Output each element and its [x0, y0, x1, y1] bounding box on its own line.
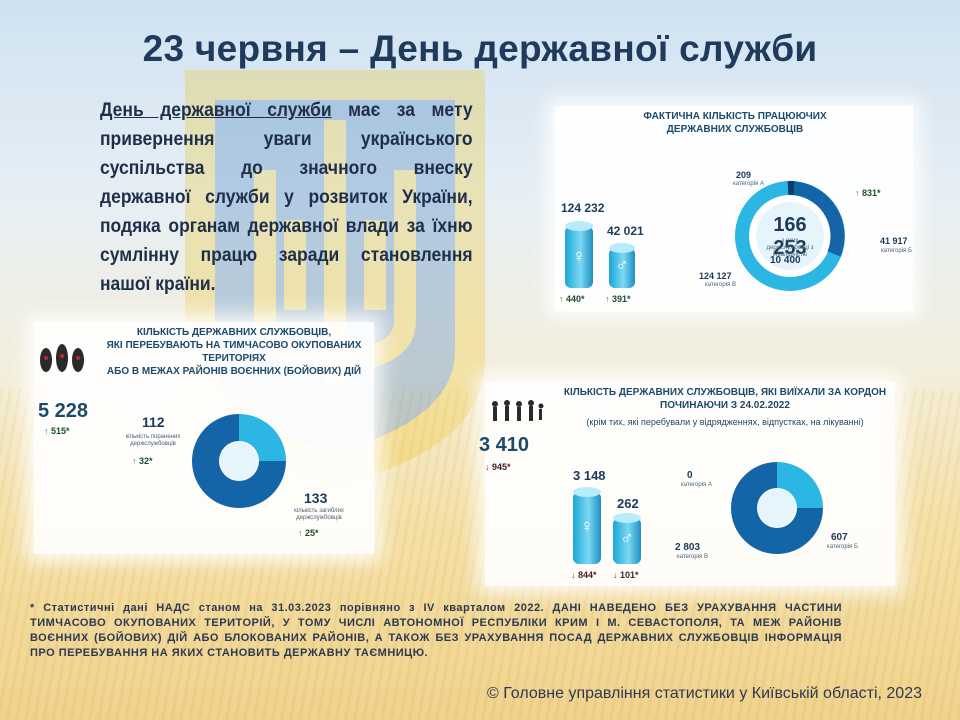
- male-cylinder: ♂: [609, 243, 635, 288]
- actual-category-donut: [735, 180, 845, 291]
- arrow-down-icon: ↓: [613, 570, 621, 580]
- abroad-cat-v-segment: [731, 462, 823, 554]
- intro-text: має за мету привернення уваги українсько…: [100, 100, 473, 295]
- abroad-cat-a-count: 0: [687, 470, 693, 481]
- female-person-icon: ♀: [572, 246, 586, 266]
- abroad-panel: КІЛЬКІСТЬ ДЕРЖАВНИХ СЛУЖБОВЦІВ, ЯКІ ВИЇХ…: [479, 382, 895, 586]
- abroad-cat-v-count: 2 803: [675, 542, 701, 553]
- occupied-donut: [192, 414, 286, 508]
- cat-b-label: категорія Б: [881, 248, 912, 254]
- arrow-up-icon: ↑: [132, 456, 140, 466]
- disabled-count: 10 400: [770, 255, 801, 266]
- killed-count: 133: [304, 490, 328, 506]
- actual-title-line1: ФАКТИЧНА КІЛЬКІСТЬ ПРАЦЮЮЧИХ: [643, 111, 827, 122]
- refugees-icon: [492, 400, 544, 421]
- abroad-cat-b-label: категорія Б: [827, 544, 858, 550]
- occupied-total-change: ↑ 515*: [44, 426, 70, 436]
- male-count: 42 021: [607, 224, 644, 238]
- cat-v-count: 124 127: [699, 271, 732, 281]
- abroad-cat-b-count: 607: [831, 532, 848, 543]
- cat-a-count: 209: [736, 170, 752, 180]
- occupied-total: 5 228: [38, 400, 89, 422]
- abroad-male-count: 262: [617, 496, 639, 511]
- female-change: ↑ 440*: [559, 294, 585, 304]
- copyright: © Головне управління статистики у Київсь…: [486, 685, 922, 702]
- arrow-up-icon: ↑: [559, 294, 567, 304]
- donut-center: [756, 202, 824, 270]
- cat-b-count: 41 917: [880, 236, 908, 246]
- page-title: 23 червня – День державної служби: [142, 28, 818, 69]
- abroad-panel-title: КІЛЬКІСТЬ ДЕРЖАВНИХ СЛУЖБОВЦІВ, ЯКІ ВИЇХ…: [563, 387, 887, 411]
- injured-change: ↑ 32*: [132, 456, 153, 466]
- male-person-icon: ♂: [615, 255, 629, 275]
- arrow-up-icon: ↑: [605, 294, 613, 304]
- female-cylinder: ♀: [565, 221, 593, 288]
- abroad-category-donut: [731, 462, 823, 554]
- occupied-territories-panel: КІЛЬКІСТЬ ДЕРЖАВНИХ СЛУЖБОВЦІВ, ЯКІ ПЕРЕ…: [34, 322, 374, 554]
- donut-center: [220, 442, 258, 480]
- female-person-icon: ♀: [580, 516, 594, 536]
- abroad-subtitle: (крім тих, які перебували у відрядженнях…: [586, 417, 864, 427]
- abroad-female-count: 3 148: [573, 468, 606, 483]
- abroad-male-change: ↓ 101*: [613, 570, 639, 580]
- abroad-female-cylinder: ♀: [573, 487, 601, 564]
- total-count: 166 253: [773, 214, 807, 259]
- abroad-total-change: ↓ 945*: [485, 462, 511, 472]
- donut-center: [758, 489, 796, 527]
- male-person-icon: ♂: [620, 528, 634, 548]
- abroad-male-cylinder: ♂: [613, 513, 641, 564]
- killed-label: кількість загиблих держслужбовців: [294, 508, 344, 521]
- bombs-icon: [40, 344, 84, 372]
- cat-a-label: категорія А: [733, 181, 764, 187]
- injured-label: кількість поранених держслужбовців: [125, 434, 181, 447]
- actual-title-line2: ДЕРЖАВНИХ СЛУЖБОВЦІВ: [666, 124, 804, 135]
- intro-highlight: День державної служби: [100, 100, 332, 121]
- injured-count: 112: [142, 414, 165, 430]
- actual-panel-title: ФАКТИЧНА КІЛЬКІСТЬ ПРАЦЮЮЧИХ ДЕРЖАВНИХ С…: [595, 110, 875, 136]
- arrow-up-icon: ↑: [44, 426, 52, 436]
- occupied-panel-title: КІЛЬКІСТЬ ДЕРЖАВНИХ СЛУЖБОВЦІВ, ЯКІ ПЕРЕ…: [106, 327, 362, 377]
- abroad-cat-a-label: категорія А: [681, 482, 712, 488]
- injured-segment: [239, 414, 286, 461]
- abroad-cat-v-label: категорія В: [677, 554, 708, 560]
- intro-paragraph: День державної служби має за мету привер…: [100, 96, 473, 299]
- footnote: * Статистичні дані НАДС станом на 31.03.…: [30, 602, 842, 659]
- killed-change: ↑ 25*: [298, 528, 319, 538]
- actual-civil-servants-panel: ФАКТИЧНА КІЛЬКІСТЬ ПРАЦЮЮЧИХ ДЕРЖАВНИХ С…: [555, 106, 913, 311]
- arrow-down-icon: ↓: [485, 462, 493, 472]
- arrow-up-icon: ↑: [855, 188, 863, 198]
- abroad-female-change: ↓ 844*: [571, 570, 597, 580]
- female-count: 124 232: [561, 201, 605, 215]
- killed-segment: [192, 414, 286, 508]
- abroad-total: 3 410: [479, 434, 530, 456]
- arrow-up-icon: ↑: [298, 528, 306, 538]
- donut-segment-b: [789, 181, 845, 257]
- disabled-caption: з яких держслужбовці з інвалідністю: [766, 238, 814, 258]
- male-change: ↑ 391*: [605, 294, 631, 304]
- abroad-cat-b-segment: [777, 462, 823, 508]
- cat-v-label: категорія В: [705, 282, 736, 288]
- arrow-down-icon: ↓: [571, 570, 579, 580]
- cat-a-change: ↑ 831*: [855, 188, 881, 198]
